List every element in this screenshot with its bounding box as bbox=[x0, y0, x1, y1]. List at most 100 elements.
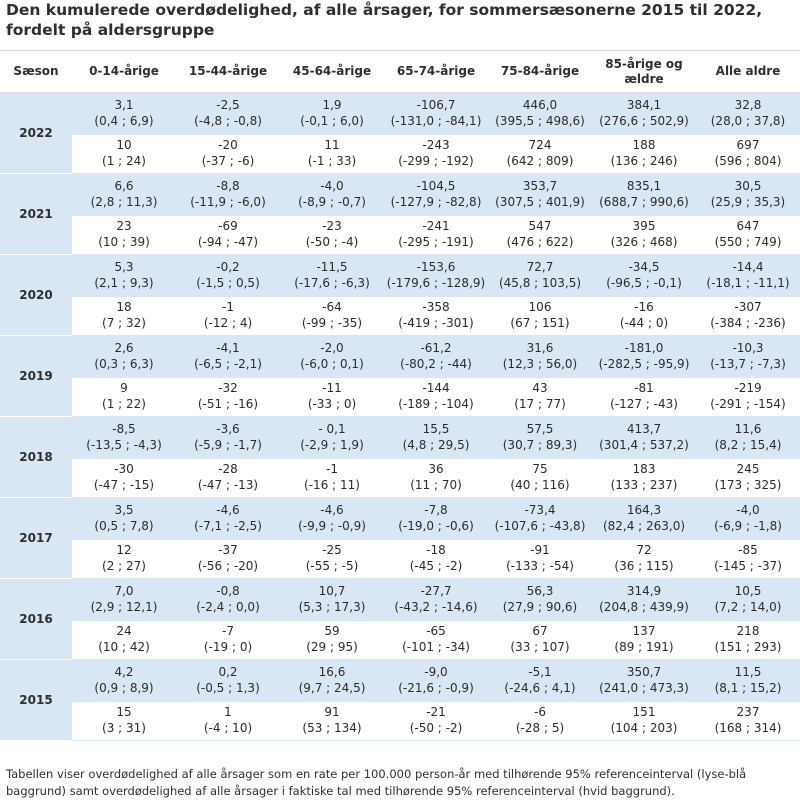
count-value: -69 bbox=[218, 219, 238, 234]
rate-interval: (204,8 ; 439,9) bbox=[599, 599, 689, 614]
rate-interval: (28,0 ; 37,8) bbox=[710, 113, 786, 128]
season-cell: 2020 bbox=[0, 254, 72, 336]
rate-interval: (8,1 ; 15,2) bbox=[714, 680, 782, 695]
count-cell: -243 (-299 ; -192) bbox=[384, 134, 488, 174]
count-cell: 72 (36 ; 115) bbox=[592, 539, 696, 579]
rate-value: -2,5 bbox=[216, 98, 240, 113]
rate-value: -0,8 bbox=[216, 584, 240, 599]
season-cell: 2018 bbox=[0, 416, 72, 498]
rate-value: 353,7 bbox=[522, 179, 558, 194]
rate-cell: 15,5 (4,8 ; 29,5) bbox=[384, 416, 488, 459]
count-cell: 15 (3 ; 31) bbox=[72, 701, 176, 741]
rate-value: 164,3 bbox=[626, 503, 662, 518]
rate-interval: (-17,6 ; -6,3) bbox=[294, 275, 370, 290]
count-cell: -358 (-419 ; -301) bbox=[384, 296, 488, 336]
count-interval: (3 ; 31) bbox=[102, 720, 146, 735]
count-value: 137 bbox=[632, 624, 656, 639]
rate-cell: 1,9 (-0,1 ; 6,0) bbox=[280, 92, 384, 135]
rate-interval: (45,8 ; 103,5) bbox=[498, 275, 582, 290]
rate-value: -153,6 bbox=[416, 260, 456, 275]
header-age-15-44: 15-44-årige bbox=[176, 50, 280, 93]
rate-cell: -10,3 (-13,7 ; -7,3) bbox=[696, 335, 800, 378]
rate-value: -61,2 bbox=[420, 341, 452, 356]
rate-interval: (30,7 ; 89,3) bbox=[502, 437, 578, 452]
count-interval: (67 ; 151) bbox=[510, 315, 570, 330]
rate-interval: (-6,5 ; -2,1) bbox=[194, 356, 262, 371]
count-interval: (-45 ; -2) bbox=[409, 558, 463, 573]
count-cell: 188 (136 ; 246) bbox=[592, 134, 696, 174]
count-interval: (168 ; 314) bbox=[714, 720, 782, 735]
rate-value: 7,0 bbox=[114, 584, 134, 599]
rate-interval: (-6,9 ; -1,8) bbox=[714, 518, 782, 533]
count-interval: (10 ; 39) bbox=[98, 234, 150, 249]
count-interval: (-133 ; -54) bbox=[506, 558, 574, 573]
rate-value: 2,6 bbox=[114, 341, 134, 356]
rate-cell: -73,4 (-107,6 ; -43,8) bbox=[488, 497, 592, 540]
rate-cell: 7,0 (2,9 ; 12,1) bbox=[72, 578, 176, 621]
count-value: 15 bbox=[116, 705, 132, 720]
rate-interval: (82,4 ; 263,0) bbox=[602, 518, 686, 533]
count-interval: (40 ; 116) bbox=[510, 477, 570, 492]
rate-cell: - 0,1 (-2,9 ; 1,9) bbox=[280, 416, 384, 459]
count-interval: (-189 ; -104) bbox=[398, 396, 474, 411]
rate-cell: -106,7 (-131,0 ; -84,1) bbox=[384, 92, 488, 135]
count-cell: 91 (53 ; 134) bbox=[280, 701, 384, 741]
count-interval: (-19 ; 0) bbox=[203, 639, 253, 654]
table-title: Den kumulerede overdødelighed, af alle å… bbox=[6, 1, 763, 39]
count-value: 59 bbox=[324, 624, 340, 639]
count-interval: (550 ; 749) bbox=[714, 234, 782, 249]
rate-value: -27,7 bbox=[420, 584, 452, 599]
rate-interval: (-18,1 ; -11,1) bbox=[706, 275, 790, 290]
rate-cell: -104,5 (-127,9 ; -82,8) bbox=[384, 173, 488, 216]
table-row: 9 (1 ; 22) -32 (-51 ; -16) -11 (-33 ; 0) -144(… bbox=[0, 377, 800, 417]
rate-value: 72,7 bbox=[526, 260, 554, 275]
count-interval: (642 ; 809) bbox=[506, 153, 574, 168]
rate-value: -34,5 bbox=[628, 260, 660, 275]
rate-interval: (27,9 ; 90,6) bbox=[502, 599, 578, 614]
rate-cell: 11,6 (8,2 ; 15,4) bbox=[696, 416, 800, 459]
count-value: -243 bbox=[422, 138, 450, 153]
count-interval: (-47 ; -13) bbox=[197, 477, 259, 492]
rate-cell: -2,0 (-6,0 ; 0,1) bbox=[280, 335, 384, 378]
rate-interval: (-80,2 ; -44) bbox=[400, 356, 472, 371]
table-row: 2019 2,6 (0,3 ; 6,3) -4,1 (-6,5 ; -2,1) -2,0(… bbox=[0, 335, 800, 417]
rate-cell: 4,2 (0,9 ; 8,9) bbox=[72, 659, 176, 702]
count-cell: -1 (-16 ; 11) bbox=[280, 458, 384, 498]
rate-interval: (7,2 ; 14,0) bbox=[714, 599, 782, 614]
rate-interval: (8,2 ; 15,4) bbox=[714, 437, 782, 452]
rate-interval: (-1,5 ; 0,5) bbox=[196, 275, 260, 290]
count-interval: (-101 ; -34) bbox=[402, 639, 470, 654]
count-cell: -20 (-37 ; -6) bbox=[176, 134, 280, 174]
rate-value: - 0,1 bbox=[318, 422, 346, 437]
header-age-85-plus: 85-årige og ældre bbox=[592, 50, 696, 93]
rate-value: -8,5 bbox=[112, 422, 136, 437]
rate-interval: (-8,9 ; -0,7) bbox=[298, 194, 366, 209]
count-interval: (151 ; 293) bbox=[714, 639, 782, 654]
count-interval: (-44 ; 0) bbox=[619, 315, 669, 330]
count-interval: (-384 ; -236) bbox=[710, 315, 786, 330]
rate-cell: -5,1 (-24,6 ; 4,1) bbox=[488, 659, 592, 702]
rate-cell: 350,7 (241,0 ; 473,3) bbox=[592, 659, 696, 702]
count-value: 9 bbox=[120, 381, 128, 396]
count-interval: (-295 ; -191) bbox=[398, 234, 474, 249]
rate-interval: (688,7 ; 990,6) bbox=[599, 194, 689, 209]
rate-value: -4,6 bbox=[320, 503, 344, 518]
rate-cell: 11,5 (8,1 ; 15,2) bbox=[696, 659, 800, 702]
rate-cell: 6,6 (2,8 ; 11,3) bbox=[72, 173, 176, 216]
count-cell: -69 (-94 ; -47) bbox=[176, 215, 280, 255]
rate-value: 350,7 bbox=[626, 665, 662, 680]
rate-value: -5,1 bbox=[528, 665, 552, 680]
count-value: 151 bbox=[632, 705, 656, 720]
rate-value: -7,8 bbox=[424, 503, 448, 518]
rate-cell: 30,5 (25,9 ; 35,3) bbox=[696, 173, 800, 216]
count-interval: (53 ; 134) bbox=[302, 720, 362, 735]
count-value: -358 bbox=[422, 300, 450, 315]
rate-cell: -9,0 (-21,6 ; -0,9) bbox=[384, 659, 488, 702]
count-interval: (-299 ; -192) bbox=[398, 153, 474, 168]
count-value: 23 bbox=[116, 219, 132, 234]
count-value: -21 bbox=[426, 705, 446, 720]
count-value: -144 bbox=[422, 381, 450, 396]
rate-cell: 10,7 (5,3 ; 17,3) bbox=[280, 578, 384, 621]
count-value: -65 bbox=[426, 624, 446, 639]
table-row: 2020 5,3 (2,1 ; 9,3) -0,2 (-1,5 ; 0,5) -11,5(… bbox=[0, 254, 800, 336]
